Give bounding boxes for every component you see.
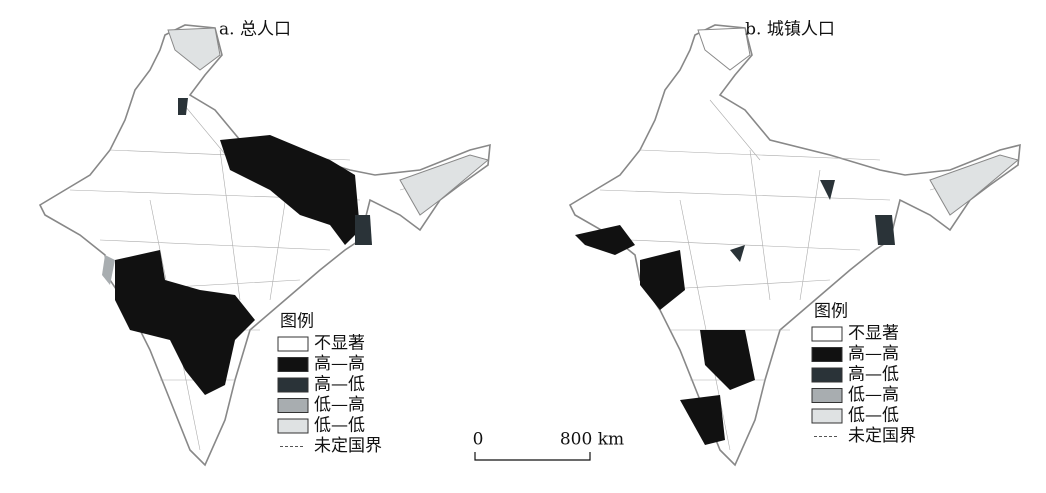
map-title: b. 城镇人口	[745, 20, 835, 40]
map-title: a. 总人口	[219, 20, 291, 40]
region-high-low	[178, 98, 188, 115]
region-low-low	[167, 27, 221, 71]
legend-swatch	[811, 408, 843, 424]
legend-label: 高—低	[848, 365, 899, 385]
map-a	[39, 24, 491, 466]
legend-swatch	[277, 357, 309, 372]
scale-end: 800 km	[560, 430, 624, 450]
legend-swatch	[277, 398, 309, 413]
legend-title: 图例	[280, 312, 314, 332]
legend-label: 低—高	[848, 385, 899, 405]
region-high-high	[115, 250, 255, 395]
region-high-high	[640, 250, 685, 310]
legend-swatch	[811, 367, 843, 383]
scale-start: 0	[473, 430, 484, 450]
region-high-low	[875, 215, 895, 245]
legend-swatch	[277, 418, 309, 434]
region-high-high	[575, 225, 635, 255]
region-high-low	[355, 215, 372, 245]
scale-line	[474, 452, 591, 461]
legend-title: 图例	[814, 302, 848, 322]
region-high-high	[700, 330, 755, 390]
legend-label: 高—高	[848, 344, 899, 364]
legend-swatch	[277, 377, 309, 393]
legend-swatch	[811, 326, 843, 342]
legend-label: 未定国界	[314, 436, 382, 456]
legend-label: 低—高	[314, 395, 365, 415]
region-low-low	[399, 154, 490, 216]
region-high-high	[220, 135, 360, 245]
map-b	[569, 24, 1021, 466]
region-low-low	[929, 154, 1020, 216]
legend-swatch	[277, 336, 309, 352]
legend-label: 高—高	[314, 354, 365, 374]
region-not-significant	[697, 27, 751, 71]
legend-label: 不显著	[848, 324, 899, 344]
scale-bar: 0 800 km	[473, 430, 624, 461]
legend-label: 不显著	[314, 334, 365, 354]
legend-label: 低—低	[314, 416, 365, 436]
region-high-high	[680, 395, 725, 445]
region-low-high	[102, 255, 115, 285]
country-outline	[569, 24, 1021, 466]
country-outline	[39, 24, 491, 466]
region-high-low	[730, 180, 835, 262]
legend-label: 低—低	[848, 406, 899, 426]
legend-label: 未定国界	[848, 426, 916, 446]
legend-swatch	[811, 388, 843, 403]
legend-label: 高—低	[314, 375, 365, 395]
legend-swatch	[811, 347, 843, 362]
